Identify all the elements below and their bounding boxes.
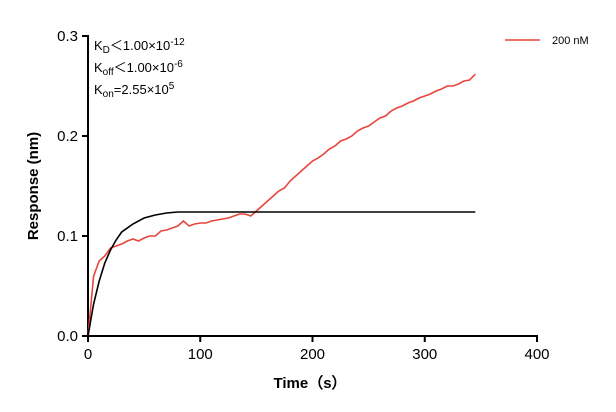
x-axis-label: Time（s）: [273, 374, 346, 392]
x-tick-label: 200: [300, 346, 325, 363]
y-tick-label: 0.1: [57, 228, 78, 245]
annotation: Koff＜1.00×10-6: [94, 59, 183, 78]
annotation-base: K: [94, 38, 103, 53]
annotation-sup: 5: [169, 81, 175, 92]
x-tick-label: 100: [188, 346, 213, 363]
annotation: Kon=2.55×105: [94, 81, 175, 100]
annotation-base: K: [94, 82, 103, 97]
annotation-sub: on: [103, 89, 114, 100]
annotation-sub: D: [103, 45, 110, 56]
legend-label: 200 nM: [552, 35, 589, 47]
annotation-text: =2.55×10: [114, 82, 169, 97]
annotation-base: K: [94, 60, 103, 75]
data-line: [87, 73, 476, 337]
annotation-sup: -12: [170, 37, 185, 48]
annotation-sub: off: [103, 67, 114, 78]
x-tick-label: 400: [524, 346, 549, 363]
y-tick-label: 0.0: [57, 328, 78, 345]
x-tick-label: 0: [84, 346, 92, 363]
data-line: [87, 211, 476, 337]
annotation: KD＜1.00×10-12: [94, 37, 185, 56]
x-tick-label: 300: [412, 346, 437, 363]
y-axis-label: Response (nm): [25, 132, 42, 240]
y-tick-label: 0.3: [57, 28, 78, 45]
annotation-text: ＜1.00×10: [110, 38, 170, 53]
annotation-text: ＜1.00×10: [114, 60, 174, 75]
y-tick-label: 0.2: [57, 128, 78, 145]
annotation-sup: -6: [174, 59, 183, 70]
